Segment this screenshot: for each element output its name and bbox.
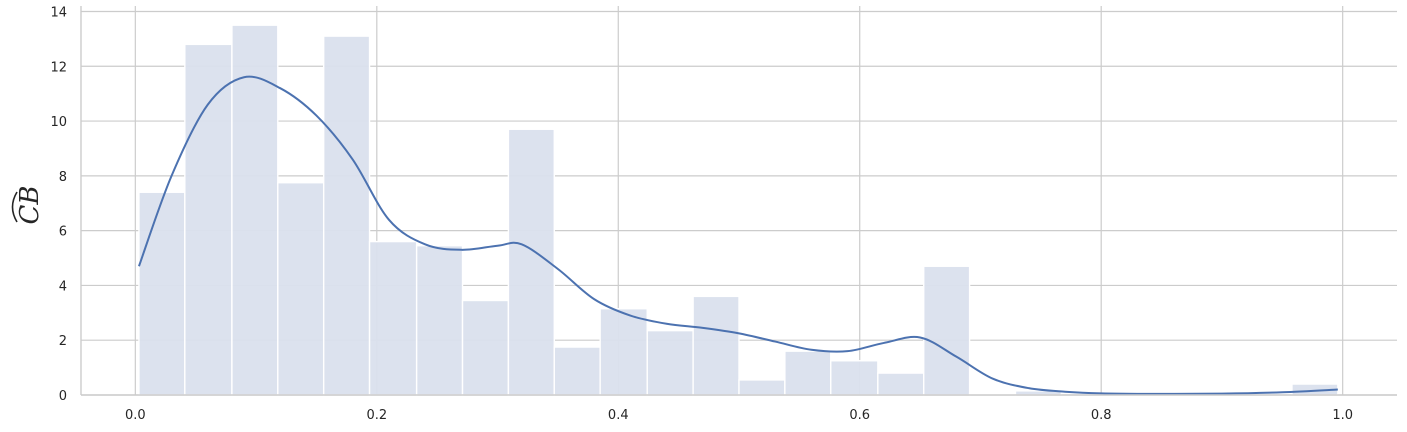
kde-line [138, 75, 1338, 395]
histogram-bar [368, 240, 418, 396]
histogram-bar [322, 35, 371, 396]
histogram-bar [277, 181, 325, 396]
y-tick-label: 0 [59, 389, 67, 404]
histogram-bar [553, 346, 601, 396]
x-tick-label: 0.8 [1091, 408, 1112, 423]
histogram-bar [923, 265, 971, 396]
x-tick-label: 0.6 [849, 408, 870, 423]
histogram-bar [231, 24, 279, 396]
y-axis-label-text: CB [15, 186, 45, 225]
histogram-bar [599, 308, 648, 396]
x-tick-label: 1.0 [1332, 408, 1353, 423]
histogram-bar [784, 350, 832, 396]
y-axis-label: CB [15, 186, 45, 225]
x-tick-label: 0.0 [125, 408, 146, 423]
x-tick-label: 0.4 [608, 408, 629, 423]
histogram-bar [830, 360, 879, 396]
y-tick-label: 8 [59, 170, 67, 185]
histogram-bar [507, 128, 555, 396]
y-tick-label: 4 [59, 279, 67, 294]
y-tick-label: 14 [50, 5, 67, 20]
histogram-bar [738, 379, 786, 396]
x-tick-label: 0.2 [366, 408, 387, 423]
y-tick-labels: 0 2 4 6 8 10 12 14 [50, 5, 67, 404]
histogram-bar [877, 372, 925, 396]
histogram-bar [184, 43, 233, 396]
y-tick-label: 10 [50, 115, 67, 130]
histogram-bar [138, 191, 186, 396]
histogram-bar [461, 299, 510, 396]
axes [80, 6, 1397, 396]
y-tick-label: 2 [59, 334, 67, 349]
histogram-bar [646, 329, 694, 396]
x-tick-labels: 0.0 0.2 0.4 0.6 0.8 1.0 [125, 408, 1353, 423]
histogram-bar [692, 295, 740, 396]
y-tick-label: 6 [59, 225, 67, 240]
histogram-bar [415, 245, 464, 396]
y-axis-label-hat [11, 191, 18, 223]
kde-curve-group [138, 75, 1338, 395]
histogram-bars [138, 24, 1339, 396]
y-tick-label: 12 [50, 60, 67, 75]
